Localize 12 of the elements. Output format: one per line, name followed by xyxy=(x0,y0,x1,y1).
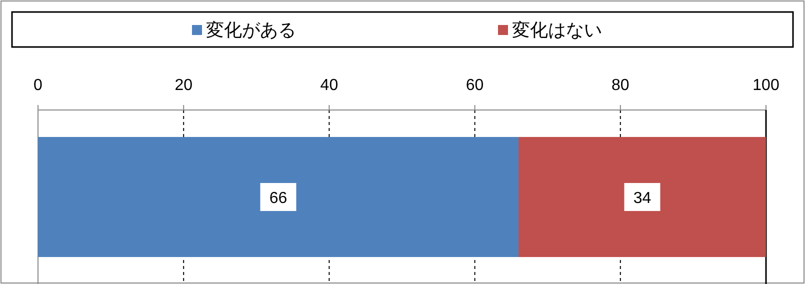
legend-label: 変化はない xyxy=(512,20,602,40)
変化はない: 34 xyxy=(518,136,766,258)
x-tick-label: 0 xyxy=(34,77,43,94)
legend-label: 変化がある xyxy=(206,20,296,40)
x-tick-label: 100 xyxy=(752,77,780,94)
x-tick-label: 20 xyxy=(174,77,193,94)
x-tick-label: 40 xyxy=(320,77,338,94)
変化がある: 66 xyxy=(38,136,518,258)
x-tick-label: 60 xyxy=(466,77,484,94)
data-label: 34 xyxy=(633,190,652,207)
data-label: 66 xyxy=(269,190,288,207)
x-tick-label: 80 xyxy=(612,77,630,94)
